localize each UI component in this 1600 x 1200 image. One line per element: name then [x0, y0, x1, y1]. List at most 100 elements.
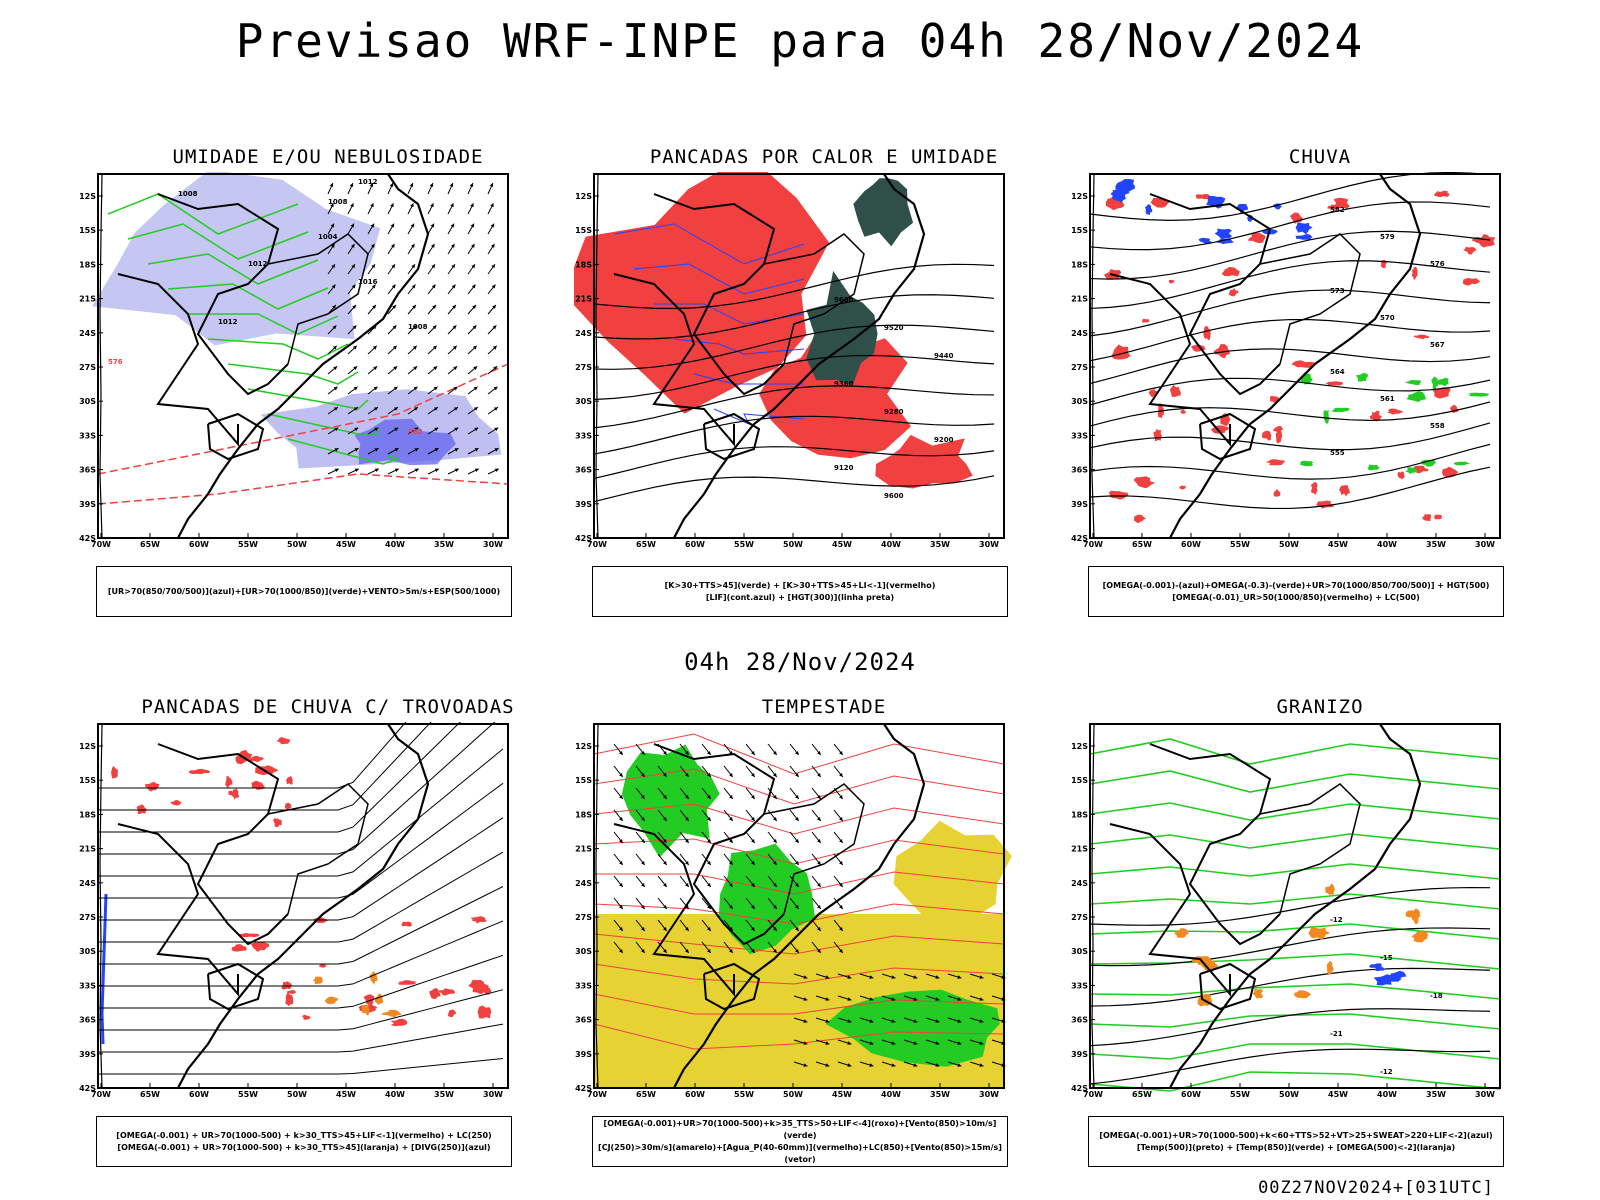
- wind-vector-head: [913, 1063, 918, 1067]
- wind-vector-head: [393, 366, 398, 370]
- country-border: [1109, 273, 1231, 447]
- storm-area: [145, 781, 160, 792]
- lat-label: 33S: [1071, 981, 1088, 990]
- lat-label: 21S: [575, 295, 592, 304]
- rain-area: [1433, 514, 1443, 520]
- storm-area: [170, 800, 182, 806]
- lon-label: 50W: [1279, 540, 1299, 549]
- uruguay-border: [1199, 962, 1257, 1011]
- wind-vector-head: [353, 386, 358, 391]
- wind-vector-head: [979, 1041, 984, 1045]
- wind-vector-head: [434, 427, 439, 432]
- omega-area: [1145, 204, 1153, 216]
- lon-label: 70W: [587, 540, 607, 549]
- wind-vector-head: [394, 427, 399, 432]
- wind-vector-head: [432, 304, 436, 309]
- lat-label: 18S: [575, 810, 592, 819]
- panel-legend: [OMEGA(-0.001)+UR>70(1000-500)+k>35_TTS>…: [592, 1116, 1008, 1167]
- streamline-250: [98, 748, 504, 877]
- wind-vector-head: [957, 1063, 962, 1067]
- streamline-250: [98, 1023, 504, 1053]
- country-border: [157, 193, 289, 396]
- wind-vector-head: [492, 345, 497, 350]
- wind-vector-head: [685, 839, 689, 843]
- temp500-contour: [1089, 886, 1491, 926]
- legend-line: [OMEGA(-0.001)+UR>70(1000-500)+k>35_TTS>…: [603, 1118, 997, 1140]
- lon-label: 70W: [1083, 1090, 1103, 1099]
- wind-vector-head: [474, 448, 479, 452]
- wind-vector-head: [663, 949, 667, 953]
- wind-vector-head: [663, 817, 667, 821]
- wind-vector-head: [332, 304, 336, 309]
- panel-tempestade: TEMPESTADE 12S 15S 18S 21S 24S 27S 30S 33S 36S 39…: [574, 696, 1074, 1196]
- lat-label: 15S: [1071, 226, 1088, 235]
- humidity-contour: [147, 253, 319, 285]
- lon-label: 55W: [734, 540, 754, 549]
- wind-vector-head: [352, 304, 356, 309]
- hgt300-contour: [593, 294, 995, 340]
- wind-vector-head: [641, 949, 645, 953]
- west-coastline: [1091, 173, 1095, 539]
- streamline-250: [98, 886, 504, 965]
- humidity-contour: [207, 338, 349, 360]
- panel-legend: [OMEGA(-0.001)-(azul)+OMEGA(-0.3)-(verde…: [1088, 566, 1504, 617]
- rain-area: [1275, 430, 1282, 444]
- water-vapor-contour: [593, 803, 1005, 835]
- wind-vector-head: [957, 997, 962, 1001]
- legend-line: [OMEGA(-0.001) + UR>70(1000-500) + k>30_…: [116, 1130, 492, 1140]
- storm-area: [188, 768, 210, 775]
- contour-label: 1008: [408, 323, 428, 331]
- wind-vector-head: [433, 366, 438, 370]
- lon-label: 35W: [930, 540, 950, 549]
- wind-vector-head: [839, 773, 843, 777]
- wind-vector-head: [394, 448, 399, 452]
- omega-area: [1115, 179, 1135, 193]
- wind-vector-head: [847, 975, 852, 979]
- wind-vector-head: [373, 407, 378, 411]
- wind-vector-head: [891, 997, 896, 1001]
- lat-label: 42S: [1071, 1084, 1088, 1093]
- lon-label: 70W: [91, 1090, 111, 1099]
- wind-vector-head: [663, 751, 667, 755]
- rain-area: [1463, 246, 1477, 255]
- rain-area: [1339, 485, 1350, 497]
- wind-vector-head: [641, 751, 645, 755]
- wind-vector-head: [817, 751, 821, 755]
- wind-vector-head: [434, 448, 439, 452]
- humidity-contour: [107, 193, 299, 235]
- wind-vector-head: [374, 427, 379, 432]
- wind-vector-head: [470, 243, 475, 248]
- omega-strong-area: [1404, 380, 1422, 386]
- wind-vector-head: [979, 1063, 984, 1067]
- lat-label: 36S: [575, 1016, 592, 1025]
- wind-vector-head: [663, 839, 667, 843]
- contour-label: 9120: [834, 464, 854, 472]
- coastline: [673, 723, 926, 1089]
- wind-vector-head: [493, 407, 498, 411]
- wind-vector-head: [825, 997, 830, 1001]
- storm-area: [250, 941, 270, 952]
- omega-area: [1198, 237, 1212, 244]
- wind-vector-head: [469, 183, 474, 188]
- lat-label: 39S: [575, 500, 592, 509]
- legend-line: [OMEGA(-0.001)+UR>70(1000-500)+k<60+TTS>…: [1099, 1130, 1493, 1140]
- temp850-contour: [1089, 893, 1501, 910]
- coastline: [177, 723, 430, 1089]
- uruguay-border: [1199, 412, 1257, 461]
- hgt500-contour: [1089, 466, 1491, 510]
- wind-vector-head: [619, 861, 623, 865]
- wind-vector-head: [957, 975, 962, 979]
- panel-granizo: GRANIZO -12 -15 -18 -21 -12 12S 15S 18S 21S 24S 27…: [1070, 696, 1570, 1196]
- wind-vector-head: [685, 949, 689, 953]
- lon-label: 40W: [881, 540, 901, 549]
- wind-vector-head: [329, 183, 334, 188]
- map-frame: [593, 173, 1005, 539]
- wind-vector-head: [817, 817, 821, 821]
- storm-area: [447, 1009, 457, 1018]
- lat-label: 27S: [79, 913, 96, 922]
- lat-label: 24S: [1071, 329, 1088, 338]
- wind-vector-head: [371, 264, 375, 269]
- wind-vector-head: [803, 1019, 808, 1023]
- lat-label: 18S: [575, 260, 592, 269]
- omega-area: [1295, 233, 1313, 240]
